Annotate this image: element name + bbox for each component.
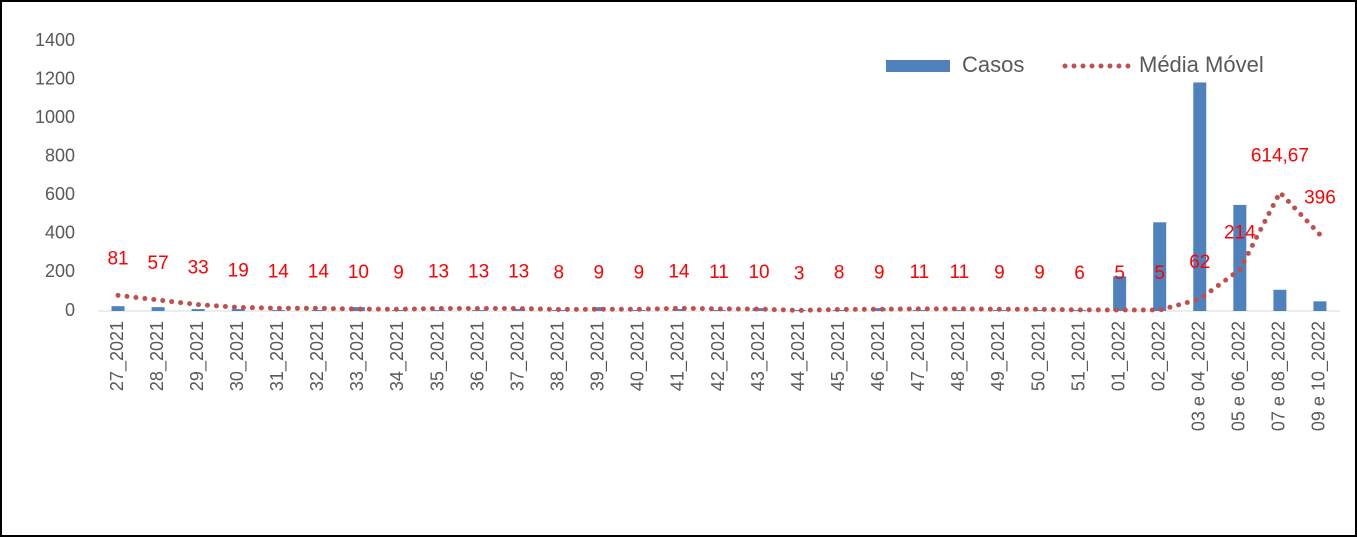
data-label: 9 — [594, 262, 605, 283]
x-tick-label: 34_2021 — [387, 321, 408, 391]
data-label: 8 — [553, 262, 564, 283]
x-tick-label: 46_2021 — [868, 321, 889, 391]
bar — [752, 308, 766, 311]
x-tick-label: 02_2022 — [1148, 321, 1169, 391]
bar — [231, 309, 245, 311]
x-tick-label: 30_2021 — [227, 321, 248, 391]
x-tick-label: 38_2021 — [547, 321, 568, 391]
data-label: 13 — [468, 262, 489, 283]
data-label: 14 — [668, 261, 690, 282]
data-label: 11 — [950, 262, 970, 283]
x-tick-label: 48_2021 — [948, 321, 969, 391]
bar — [1273, 289, 1287, 311]
data-label: 5 — [1114, 263, 1125, 284]
data-label: 10 — [748, 262, 769, 283]
data-label: 33 — [188, 258, 209, 279]
x-tick-label: 31_2021 — [267, 321, 288, 391]
x-tick-label: 41_2021 — [668, 321, 689, 391]
bar — [952, 310, 966, 311]
bar — [151, 307, 165, 311]
bar — [512, 309, 526, 311]
x-tick-label: 28_2021 — [147, 321, 168, 391]
x-tick-label: 47_2021 — [908, 321, 929, 391]
x-tick-label: 35_2021 — [427, 321, 448, 391]
moving-average-line — [115, 188, 1323, 313]
x-tick-label: 40_2021 — [628, 321, 649, 391]
data-label: 3 — [794, 263, 805, 284]
x-tick-label: 33_2021 — [347, 321, 368, 391]
bar — [592, 307, 606, 311]
data-label: 19 — [228, 260, 249, 281]
y-tick-label: 1200 — [35, 68, 75, 88]
data-label: 81 — [107, 248, 128, 269]
x-tick-label: 44_2021 — [788, 321, 809, 391]
data-label: 9 — [634, 262, 645, 283]
data-label: 13 — [428, 262, 449, 283]
data-label: 9 — [874, 262, 885, 283]
data-label: 6 — [1074, 263, 1085, 284]
bar — [1113, 276, 1127, 311]
data-label: 214 — [1224, 223, 1256, 244]
x-tick-label: 09 e 10_2022 — [1309, 321, 1330, 431]
bar — [311, 310, 325, 311]
x-tick-label: 51_2021 — [1068, 321, 1089, 391]
y-tick-label: 200 — [45, 261, 75, 281]
y-tick-label: 600 — [45, 184, 75, 204]
x-tick-label: 07 e 08_2022 — [1269, 321, 1290, 431]
bar — [1313, 301, 1327, 311]
data-label: 8 — [834, 262, 845, 283]
data-label: 14 — [308, 261, 330, 282]
data-label: 11 — [709, 262, 729, 283]
x-tick-label: 45_2021 — [828, 321, 849, 391]
legend-label: Média Móvel — [1139, 52, 1264, 77]
x-tick-label: 27_2021 — [107, 321, 128, 391]
x-tick-label: 50_2021 — [1028, 321, 1049, 391]
data-label: 14 — [268, 261, 290, 282]
data-label: 57 — [148, 253, 169, 274]
x-tick-label: 05 e 06_2022 — [1229, 321, 1250, 431]
bar — [1033, 310, 1047, 311]
x-tick-label: 49_2021 — [988, 321, 1009, 391]
data-label: 614,67 — [1251, 145, 1309, 166]
data-label: 9 — [393, 262, 404, 283]
data-label: 11 — [909, 262, 929, 283]
y-tick-label: 400 — [45, 223, 75, 243]
bar — [1153, 222, 1167, 311]
data-label: 13 — [508, 262, 529, 283]
x-tick-label: 36_2021 — [467, 321, 488, 391]
data-label: 5 — [1154, 263, 1165, 284]
x-tick-label: 01_2022 — [1108, 321, 1129, 391]
legend-swatch — [886, 60, 950, 72]
legend-label: Casos — [962, 52, 1024, 77]
y-tick-label: 1400 — [35, 30, 75, 50]
bar — [672, 309, 686, 311]
x-tick-label: 29_2021 — [187, 321, 208, 391]
x-tick-label: 43_2021 — [748, 321, 769, 391]
x-tick-label: 39_2021 — [588, 321, 609, 391]
y-tick-label: 0 — [65, 300, 75, 320]
x-tick-label: 37_2021 — [507, 321, 528, 391]
bar — [872, 308, 886, 311]
bar — [1193, 82, 1207, 311]
bar — [191, 309, 205, 311]
bar — [111, 306, 125, 311]
data-label: 9 — [1034, 262, 1045, 283]
y-tick-label: 800 — [45, 145, 75, 165]
bar — [432, 310, 446, 311]
data-label: 10 — [348, 262, 369, 283]
x-tick-label: 03 e 04_2022 — [1189, 321, 1210, 431]
y-tick-label: 1000 — [35, 107, 75, 127]
x-tick-label: 32_2021 — [307, 321, 328, 391]
data-label: 396 — [1304, 188, 1336, 209]
bar — [1233, 204, 1247, 311]
data-label: 9 — [994, 262, 1005, 283]
x-tick-label: 42_2021 — [708, 321, 729, 391]
data-label: 62 — [1189, 252, 1210, 273]
